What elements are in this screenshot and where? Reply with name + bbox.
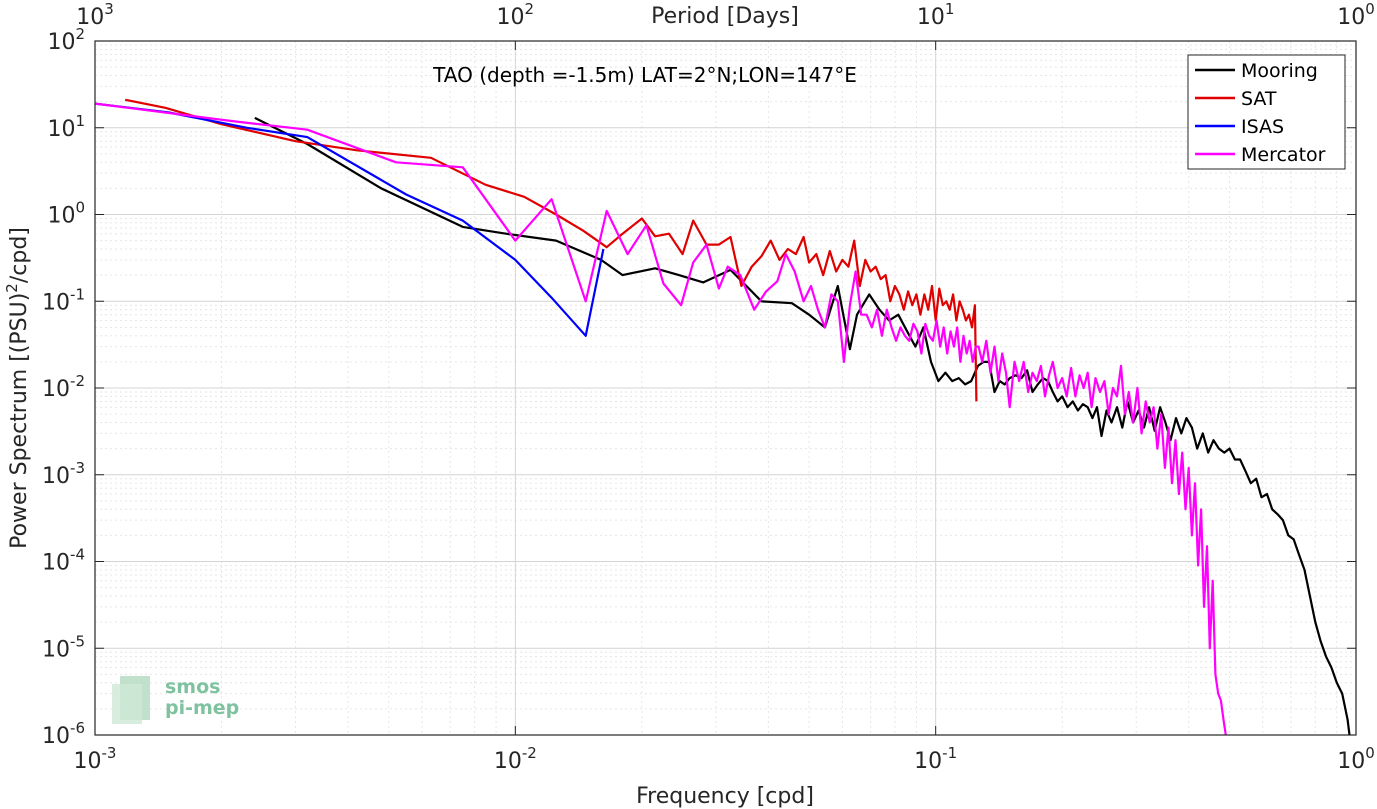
- series-line-sat: [124, 98, 978, 402]
- top-axis-label: Period [Days]: [651, 4, 799, 29]
- series-line-mooring: [254, 116, 1351, 736]
- top-tick-label: 103: [76, 0, 114, 30]
- chart-title: TAO (depth =-1.5m) LAT=2°N;LON=147°E: [432, 63, 857, 87]
- x-tick-label: 10-1: [914, 744, 957, 774]
- grid-minor: [95, 41, 1356, 735]
- legend-box: [1187, 54, 1346, 170]
- legend-label-mooring: Mooring: [1241, 60, 1318, 82]
- y-axis-label: Power Spectrum [(PSU)2/cpd]: [3, 227, 32, 549]
- legend-label-sat: SAT: [1241, 88, 1277, 110]
- logo-line2: pi-mep: [165, 697, 239, 719]
- legend-label-isas: ISAS: [1241, 116, 1284, 138]
- smos-pimep-logo: smos pi-mep: [112, 676, 239, 724]
- series-line-mercator: [94, 102, 1227, 736]
- legend: Mooring SAT ISAS Mercator: [1187, 54, 1346, 170]
- series-layer: [94, 98, 1351, 736]
- tick-marks: [94, 40, 1357, 736]
- series-line-isas: [94, 102, 605, 337]
- logo-mark-shadow: [112, 684, 142, 724]
- logo-line1: smos: [165, 676, 220, 698]
- legend-label-mercator: Mercator: [1241, 144, 1326, 166]
- x-axis-label: Frequency [cpd]: [636, 784, 814, 809]
- y-tick-label: 10-4: [42, 546, 85, 576]
